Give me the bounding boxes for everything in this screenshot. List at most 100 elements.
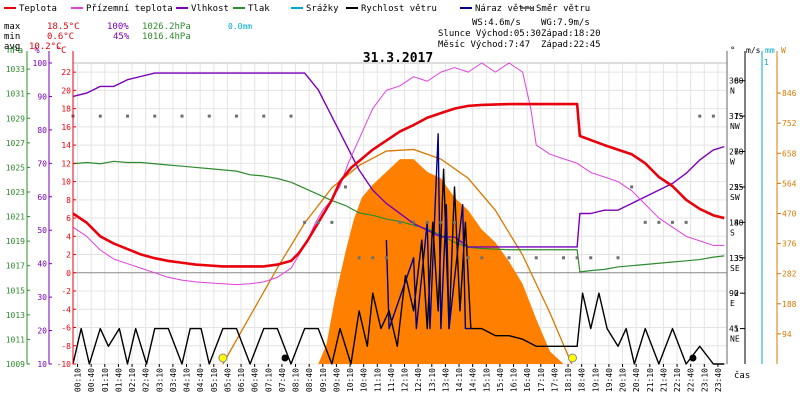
wind-direction-point xyxy=(153,114,157,118)
wind-axis-tick-label: 2 xyxy=(734,289,739,298)
radiation-axis-label: W xyxy=(781,46,786,55)
temperature-axis-label: °C xyxy=(56,46,67,56)
radiation-axis-tick-label: 470 xyxy=(782,210,797,219)
temperature-axis-tick-label: 20 xyxy=(61,86,71,95)
pressure-line xyxy=(72,160,725,273)
legend-label: Vlhkost xyxy=(191,4,229,14)
temperature-axis-tick-label: 22 xyxy=(61,68,71,77)
pressure-axis-tick-label: 1029 xyxy=(6,114,25,123)
x-tick-label: 19:40 xyxy=(605,368,614,392)
temperature-axis-tick-label: -8 xyxy=(61,342,71,351)
stats: max min avg 18.5°C 0.6°C 10.2°C 100% 45%… xyxy=(4,18,601,52)
axes: hPa1033103110291027102510231021101910171… xyxy=(6,46,797,392)
wind-axis-tick-label: 6 xyxy=(734,148,739,157)
wind-gust-line xyxy=(385,133,471,330)
humidity-axis-tick-label: 70 xyxy=(37,159,47,168)
wind-direction-point xyxy=(412,220,416,224)
wind-axis-tick-label: 4 xyxy=(734,218,739,227)
stats-mesic-zapad: Západ:22:45 xyxy=(541,40,601,50)
x-tick-label: 18:10 xyxy=(564,368,573,392)
wind-direction-point xyxy=(344,185,347,189)
stats-ws: WS:4.6m/s xyxy=(472,18,521,28)
x-tick-label: 21:10 xyxy=(646,368,655,392)
pressure-axis-tick-label: 1013 xyxy=(6,311,25,320)
humidity-line xyxy=(72,72,725,248)
wind-axis-tick-label: 5 xyxy=(734,183,739,192)
x-tick-label: 18:40 xyxy=(578,368,587,392)
wind-direction-point xyxy=(507,256,511,260)
temperature-axis-tick-label: -4 xyxy=(61,305,71,314)
wind-direction-point xyxy=(643,220,647,224)
direction-tick-label: 90 xyxy=(729,289,739,298)
x-tick-label: 12:10 xyxy=(401,368,410,392)
pressure-axis-label: hPa xyxy=(7,46,23,56)
radiation-axis-tick-label: 282 xyxy=(782,270,797,279)
humidity-axis-tick-label: 60 xyxy=(37,193,47,202)
x-tick-label: 07:40 xyxy=(278,368,287,392)
legend-label: Tlak xyxy=(248,4,270,14)
wind-direction-point xyxy=(711,114,715,118)
moonset-marker xyxy=(689,354,697,362)
direction-tick-label: 135 xyxy=(729,254,744,263)
x-tick-label: 23:40 xyxy=(714,368,723,392)
x-tick-label: 15:40 xyxy=(496,368,505,392)
temperature-axis-tick-label: 14 xyxy=(61,141,71,150)
x-tick-label: 08:10 xyxy=(292,368,301,392)
direction-tick-label: 180 xyxy=(729,218,744,227)
radiation-axis-tick-label: 752 xyxy=(782,119,797,128)
x-tick-label: 22:10 xyxy=(673,368,682,392)
direction-compass-label: NE xyxy=(730,335,740,344)
pressure-axis-tick-label: 1009 xyxy=(6,360,25,369)
radiation-axis-tick-label: 94 xyxy=(782,330,792,339)
x-tick-label: 05:10 xyxy=(210,368,219,392)
pressure-axis-tick-label: 1015 xyxy=(6,286,25,295)
x-tick-label: 16:10 xyxy=(510,368,519,392)
direction-compass-label: W xyxy=(730,158,735,167)
stats-wg: WG:7.9m/s xyxy=(541,18,590,28)
legend-label: Rychlost větru xyxy=(361,4,437,14)
x-tick-label: 14:40 xyxy=(469,368,478,392)
legend-label: Přízemní teplota xyxy=(86,4,173,14)
legend-label: Srážky xyxy=(306,4,339,14)
legend-label: Náraz větru xyxy=(475,4,535,14)
stats-avg-label: avg xyxy=(4,42,20,52)
humidity-axis-tick-label: 40 xyxy=(37,260,47,269)
humidity-axis-tick-label: 20 xyxy=(37,327,47,336)
legend-label: Teplota xyxy=(19,4,57,14)
pressure-axis-tick-label: 1011 xyxy=(6,335,25,344)
humidity-axis-tick-label: 80 xyxy=(37,126,47,135)
stats-max-temp: 18.5°C xyxy=(47,22,80,32)
theoretical-radiation-line xyxy=(222,148,573,365)
x-tick-label: 22:40 xyxy=(687,368,696,392)
direction-tick-label: 360 xyxy=(729,77,744,86)
wind-direction-point xyxy=(575,256,579,260)
radiation-axis-tick-label: 188 xyxy=(782,300,797,309)
x-tick-label: 20:40 xyxy=(632,368,641,392)
wind-direction-point xyxy=(439,220,443,224)
stats-min-temp: 0.6°C xyxy=(47,32,74,42)
wind-direction-point xyxy=(180,114,184,118)
x-tick-label: 03:10 xyxy=(155,368,164,392)
x-tick-label: 10:40 xyxy=(360,368,369,392)
chart-title: 31.3.2017 xyxy=(363,51,433,66)
wind-direction-point xyxy=(534,256,538,260)
wind-direction-point xyxy=(207,114,211,118)
wind-axis-tick-label: 3 xyxy=(734,254,739,263)
radiation-axis-tick-label: 376 xyxy=(782,240,797,249)
direction-tick-label: 45 xyxy=(729,325,739,334)
stats-min-press: 1016.4hPa xyxy=(142,32,191,42)
pressure-axis-tick-label: 1027 xyxy=(6,139,25,148)
wind-direction-point xyxy=(330,220,334,224)
radiation-axis-tick-label: 658 xyxy=(782,149,797,158)
temperature-axis-tick-label: 0 xyxy=(66,269,71,278)
x-tick-label: 04:10 xyxy=(183,368,192,392)
rain-axis-label: mm xyxy=(765,46,775,55)
x-tick-label: 05:40 xyxy=(223,368,232,392)
humidity-axis-tick-label: 30 xyxy=(37,293,47,302)
series-lines xyxy=(72,62,725,365)
wind-direction-point xyxy=(357,256,361,260)
wind-direction-point xyxy=(384,256,388,260)
x-tick-label: 14:10 xyxy=(455,368,464,392)
